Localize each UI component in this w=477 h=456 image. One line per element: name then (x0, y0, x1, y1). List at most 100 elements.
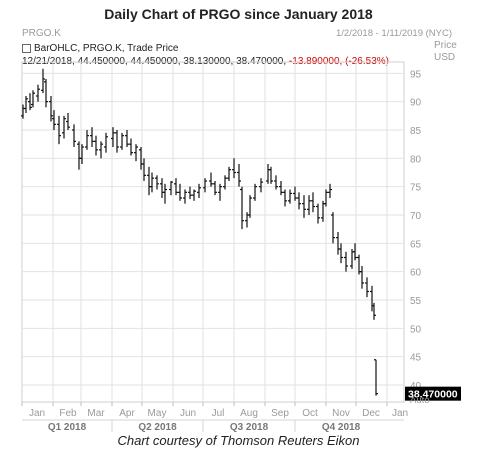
ohlc-bar (223, 175, 227, 190)
ohlc-bar (344, 251, 348, 272)
ohlc-bar-icon (22, 44, 31, 53)
ohlc-bar (72, 124, 76, 147)
ohlc-bar (360, 266, 364, 289)
month-label: Jan (392, 408, 408, 419)
month-label: Dec (362, 408, 380, 419)
ohlc-bar (269, 166, 273, 184)
ohlc-bar (232, 158, 236, 179)
ohlc-bar (266, 164, 270, 184)
ohlc-bar (192, 189, 196, 201)
month-label: Nov (332, 408, 350, 419)
ohlc-bar (163, 183, 167, 204)
month-label: Jan (29, 408, 45, 419)
y-tick-label: 90 (410, 98, 422, 109)
series-legend[interactable]: BarOHLC, PRGO.K, Trade Price (22, 43, 179, 54)
quarter-label: Q3 2018 (230, 422, 269, 433)
y-tick-label: 55 (410, 296, 422, 307)
ohlc-bar (328, 183, 332, 198)
month-label: May (148, 408, 167, 419)
ohlc-bar (150, 172, 154, 193)
ohlc-bar (174, 178, 178, 196)
ohlc-bar (104, 132, 108, 153)
ohlc-bar (134, 144, 138, 162)
ohlc-bar (203, 178, 207, 193)
ohlc-bar (24, 96, 28, 113)
ohlc-bar (155, 175, 159, 190)
ohlc-bar (316, 203, 320, 224)
ohlc-bar (279, 181, 283, 196)
legend-label: BarOHLC, PRGO.K, Trade Price (34, 43, 179, 54)
price-axis-title-line2: USD (434, 52, 456, 63)
y-tick-label: 50 (410, 324, 422, 335)
ohlc-bar (99, 141, 103, 159)
ohlc-bar (213, 181, 217, 196)
ohlc-bar (297, 192, 301, 210)
ohlc-bar (339, 243, 343, 264)
ohlc-bar (62, 115, 66, 139)
ohlc-bar (57, 115, 61, 145)
ohlc-bar (52, 110, 56, 130)
month-label: Aug (240, 408, 258, 419)
ohlc-bar (44, 79, 48, 108)
ohlc-bar (283, 189, 287, 207)
ohlc-bar (178, 183, 182, 201)
y-tick-label: 40 (410, 381, 422, 392)
ohlc-bar (293, 186, 297, 201)
ohlc-bar (331, 212, 335, 244)
ohlc-bar (129, 138, 133, 156)
plot-area-border (21, 61, 405, 403)
ohlc-bar (125, 130, 129, 147)
ohlc-bar (142, 158, 146, 181)
y-tick-label: 65 (410, 239, 422, 250)
ohlc-bar (353, 243, 357, 261)
price-axis-title: Price USD (434, 40, 457, 64)
month-label: Sep (271, 408, 289, 419)
ohlc-bar (302, 195, 306, 218)
ohlc-bar (169, 181, 173, 196)
ohlc-bar (77, 141, 81, 170)
time-axis: Jan Feb Mar Apr May Jun Jul Aug Sep Oct Nov Dec JanQ… (21, 402, 408, 433)
ohlc-bar (227, 166, 231, 181)
symbol-label: PRGO.K (22, 28, 61, 39)
ohlc-bar (28, 93, 32, 111)
price-axis-title-line1: Price (434, 40, 457, 51)
ohlc-bar (160, 178, 164, 198)
month-label: Apr (119, 408, 135, 419)
ohlc-bar (372, 302, 376, 320)
month-label: Oct (302, 408, 318, 419)
quarter-label: Q1 2018 (48, 422, 87, 433)
y-tick-label: 70 (410, 211, 422, 222)
ohlc-bar (311, 192, 315, 213)
ohlc-bar (90, 127, 94, 147)
ohlc-bar (188, 186, 192, 200)
ohlc-bar (324, 189, 328, 207)
month-label: Jun (180, 408, 196, 419)
y-tick-label: 85 (410, 126, 422, 137)
ohlc-bar (36, 84, 40, 102)
ohlc-bar (120, 132, 124, 150)
quarter-label: Q2 2018 (138, 422, 177, 433)
y-tick-label: 80 (410, 154, 422, 165)
ohlc-bar (85, 130, 89, 150)
price-axis: 40 45 50 55 60 65 70 75 80 85 90 95 (410, 69, 422, 392)
ohlc-bar (374, 359, 378, 396)
ohlc-bar (197, 183, 201, 198)
month-label: Jul (212, 408, 225, 419)
ohlc-bar (147, 166, 151, 196)
ohlc-bar (240, 186, 244, 230)
ohlc-bar (218, 183, 222, 201)
ohlc-bar (274, 175, 278, 190)
chart-credit: Chart courtesy of Thomson Reuters Eikon (117, 433, 360, 448)
ohlc-bar (41, 68, 45, 94)
y-tick-label: 95 (410, 69, 422, 80)
ohlc-bar (80, 144, 84, 164)
date-range-label: 1/2/2018 - 1/11/2019 (NYC) (336, 28, 453, 39)
ohlc-bars (21, 68, 378, 396)
chart-title: Daily Chart of PRGO since January 2018 (104, 6, 373, 22)
auto-scale-label: Auto (410, 395, 430, 406)
ohlc-bar (248, 195, 252, 218)
ohlc-bar (31, 90, 35, 108)
ohlc-bar (365, 277, 369, 298)
